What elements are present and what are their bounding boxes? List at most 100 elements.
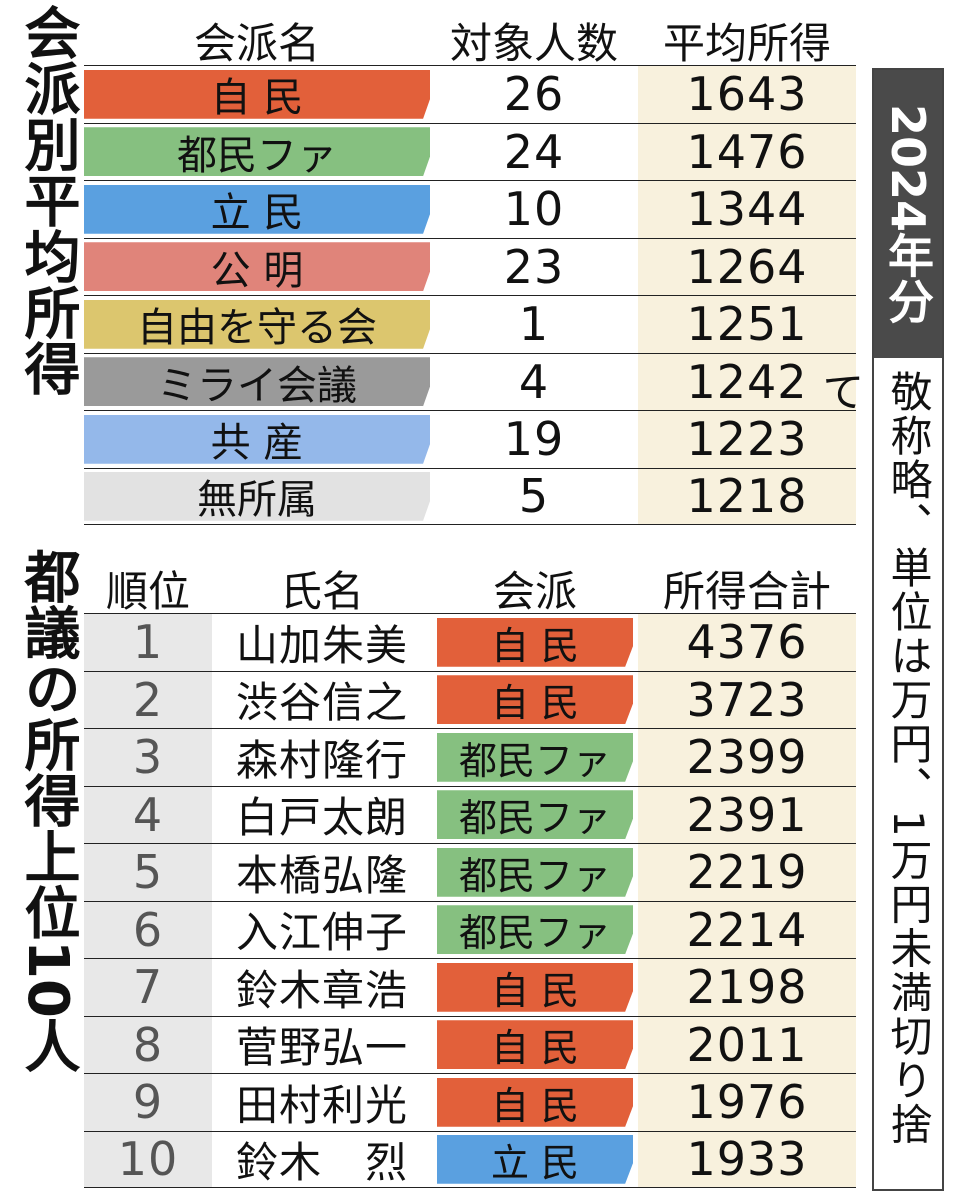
table-row: 無所属 5 1218 (84, 467, 856, 525)
party-cell: 立 民 (84, 181, 430, 238)
income-total: 3723 (638, 671, 856, 728)
rank-number: 4 (84, 786, 212, 843)
party-tag: 自 民 (437, 1020, 633, 1070)
rank-number: 9 (84, 1074, 212, 1131)
average-income: 1344 (638, 181, 856, 238)
average-income: 1223 (638, 411, 856, 468)
party-tag: 無所属 (84, 471, 430, 521)
table-row: 共 産 19 1223 (84, 410, 856, 468)
table-row: 10 鈴木 烈立 民 1933 (84, 1130, 856, 1188)
party-tag: 都民ファ (84, 127, 430, 177)
party-cell: 都民ファ (432, 844, 638, 901)
table-row: 8 菅野弘一自 民 2011 (84, 1015, 856, 1074)
table-row: 4 白戸太朗 都民ファ 2391 (84, 785, 856, 844)
average-income: 1251 (638, 296, 856, 353)
year-label: 2024年分 (874, 70, 942, 358)
party-tag: 自 民 (437, 1077, 633, 1127)
party-tag: 自由を守る会 (84, 299, 430, 349)
party-tag: 自 民 (84, 69, 430, 119)
party-cell: 都民ファ (84, 124, 430, 181)
average-income: 1242 (638, 353, 856, 410)
table-row: 1 山加朱美自 民 4376 (84, 613, 856, 671)
income-total: 1976 (638, 1074, 856, 1131)
income-total: 4376 (638, 614, 856, 671)
party-cell: 都民ファ (432, 729, 638, 786)
rank-number: 10 (84, 1131, 212, 1187)
party-tag: 都民ファ (437, 847, 633, 897)
legislator-name: 菅野弘一 (235, 1023, 408, 1073)
member-count: 26 (503, 67, 565, 122)
party-cell: 自 民 (432, 1017, 638, 1074)
income-total: 1933 (638, 1131, 856, 1187)
header-party-name: 会派名 (193, 19, 320, 68)
header-average: 平均所得 (662, 19, 831, 68)
party-tag: 都民ファ (437, 732, 633, 782)
table-row: 6 入江伸子 都民ファ 2214 (84, 900, 856, 959)
rank-number: 2 (84, 671, 212, 728)
table-row: 立 民 10 1344 (84, 180, 856, 238)
party-tag: 立 民 (84, 184, 430, 234)
party-tag: 自 民 (437, 675, 633, 725)
legislator-name: 山加朱美 (235, 620, 408, 670)
rank-number: 7 (84, 959, 212, 1016)
average-income: 1643 (638, 66, 856, 123)
party-average-table: 会派名 対象人数 平均所得 自 民 26 1643 都民ファ 24 1476 立 民 10 13… (84, 0, 856, 525)
member-count: 4 (518, 354, 550, 409)
party-cell: ミライ会議 (84, 354, 430, 411)
party-tag: 立 民 (437, 1134, 633, 1184)
party-tag: 自 民 (437, 617, 633, 667)
party-table-header: 会派名 対象人数 平均所得 (84, 0, 856, 68)
party-tag: 共 産 (84, 414, 430, 464)
party-tag: 自 民 (437, 962, 633, 1012)
income-total: 2399 (638, 729, 856, 786)
income-total: 2214 (638, 901, 856, 958)
table-row: 5 本橋弘隆 都民ファ 2219 (84, 843, 856, 901)
table-row: 2 渋谷信之自 民 3723 (84, 670, 856, 729)
table-row: 都民ファ 24 1476 (84, 122, 856, 181)
member-count: 10 (503, 182, 565, 237)
rank-number: 8 (84, 1016, 212, 1073)
rank-number: 6 (84, 901, 212, 958)
legislator-name: 田村利光 (235, 1080, 408, 1130)
legislator-name: 入江伸子 (235, 908, 408, 958)
table-row: ミライ会議 4 1242 (84, 352, 856, 411)
income-total: 2391 (638, 786, 856, 843)
party-cell: 自 民 (432, 1074, 638, 1131)
party-average-title: 会派別平均所得 (15, 4, 80, 396)
average-income: 1264 (638, 238, 856, 295)
party-cell: 都民ファ (432, 902, 638, 959)
header-count: 対象人数 (449, 19, 618, 68)
income-total: 2198 (638, 959, 856, 1016)
average-income: 1218 (638, 468, 856, 524)
party-cell: 自 民 (84, 66, 430, 123)
average-income: 1476 (638, 123, 856, 180)
party-tag: 都民ファ (437, 905, 633, 955)
table-row: 自由を守る会 1 1251 (84, 295, 856, 353)
top10-table: 順位 氏名 会派 所得合計 1 山加朱美自 民 4376 2 渋谷信之自 民 3723 3 森… (84, 548, 856, 1188)
legislator-name: 白戸太朗 (235, 793, 408, 843)
income-total: 2219 (638, 844, 856, 901)
header-name: 氏名 (279, 567, 364, 616)
table-row: 9 田村利光自 民 1976 (84, 1073, 856, 1131)
party-tag: 都民ファ (437, 790, 633, 840)
party-cell: 立 民 (432, 1132, 638, 1188)
member-count: 19 (503, 412, 565, 467)
party-cell: 公 明 (84, 239, 430, 296)
party-cell: 自 民 (432, 959, 638, 1016)
member-count: 23 (503, 239, 565, 294)
units-note: 敬称略、単位は万円、1万円未満切り捨て (816, 370, 933, 1147)
rank-number: 3 (84, 729, 212, 786)
header-rank: 順位 (105, 567, 190, 616)
header-party: 会派 (492, 567, 577, 616)
party-cell: 都民ファ (432, 787, 638, 844)
party-tag: ミライ会議 (84, 357, 430, 407)
party-cell: 自 民 (432, 614, 638, 671)
party-cell: 共 産 (84, 411, 430, 468)
header-total: 所得合計 (662, 567, 831, 616)
side-info-box: 2024年分 敬称略、単位は万円、1万円未満切り捨て (816, 68, 944, 1191)
legislator-name: 本橋弘隆 (235, 850, 408, 900)
party-cell: 自 民 (432, 672, 638, 729)
top10-table-header: 順位 氏名 会派 所得合計 (84, 548, 856, 616)
party-tag: 公 明 (84, 242, 430, 292)
rank-number: 5 (84, 844, 212, 901)
